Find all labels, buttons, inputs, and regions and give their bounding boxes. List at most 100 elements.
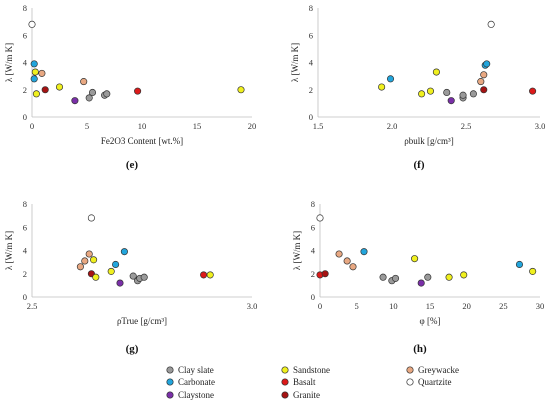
data-point-sandstone [31, 68, 39, 76]
legend-marker-sandstone [281, 366, 289, 374]
data-point-greywacke [38, 69, 46, 77]
x-axis-label: ρTrue [g/cm³] [117, 316, 167, 326]
data-point-carbonate [120, 248, 128, 256]
x-tick-label: 3.0 [247, 301, 258, 311]
chart-panel-1: 0 2 4 6 8 0 5 10 15 20 λ [W/m K] Fe2O3 Content [wt.… [4, 3, 256, 171]
panel-label: (e) [126, 159, 139, 171]
x-tick-label: 0 [30, 121, 34, 131]
x-axis-label: φ [%] [420, 316, 441, 326]
y-tick-label: 4 [309, 58, 314, 68]
x-tick-label: 30 [536, 301, 545, 311]
data-point-greywacke [477, 78, 485, 86]
y-axis-label: λ [W/m K] [292, 231, 302, 270]
data-point-carbonate [30, 60, 38, 68]
y-tick-label: 0 [23, 292, 27, 302]
data-point-carbonate [112, 260, 120, 269]
y-tick-label: 2 [311, 269, 315, 279]
data-point-sandstone [92, 273, 100, 281]
data-point-greywacke [80, 78, 88, 86]
data-point-quartzite [487, 20, 495, 28]
data-point-clay-slate [129, 272, 137, 280]
legend-label-carbonate: Carbonate [178, 377, 215, 387]
x-tick-label: 10 [389, 301, 398, 311]
data-point-sandstone [107, 267, 115, 275]
x-tick-label: 0 [318, 301, 322, 311]
data-point-carbonate [386, 75, 395, 83]
data-point-clay-slate [103, 90, 111, 98]
data-point-sandstone [237, 86, 245, 94]
data-point-claystone [447, 97, 455, 105]
data-point-clay-slate [443, 88, 451, 97]
x-tick-label: 25 [499, 301, 508, 311]
data-point-sandstone [90, 256, 98, 264]
x-tick-label: 5 [85, 121, 89, 131]
chart-panel-3: 0 2 4 6 8 2.5 3.0 λ [W/m K] ρTrue [g/cm³] (g) [4, 199, 257, 355]
chart-panel-4: 0 2 4 6 8 0 5 10 15 20 25 30 λ [W/m K] φ [%] (h) [292, 199, 544, 355]
data-point-sandstone [378, 83, 386, 91]
data-point-clay-slate [85, 94, 93, 102]
data-point-clay-slate [391, 274, 400, 282]
legend-marker-greywacke [406, 366, 414, 374]
data-point-sandstone [426, 87, 435, 95]
data-point-greywacke [76, 263, 84, 271]
y-tick-label: 8 [23, 3, 27, 13]
data-point-carbonate [515, 260, 524, 269]
data-point-greywacke [349, 263, 357, 271]
data-point-granite [480, 86, 488, 94]
x-tick-label: 10 [138, 121, 147, 131]
y-tick-label: 6 [23, 30, 27, 40]
data-point-carbonate [360, 248, 368, 256]
y-tick-label: 4 [23, 58, 28, 68]
y-tick-label: 8 [309, 3, 313, 13]
y-tick-label: 8 [311, 199, 315, 209]
y-tick-label: 6 [23, 222, 27, 232]
data-point-sandstone [432, 68, 440, 76]
y-tick-label: 2 [23, 85, 27, 95]
data-point-claystone [71, 97, 79, 105]
data-point-quartzite [316, 214, 324, 222]
x-tick-label: 2.5 [461, 121, 472, 131]
data-point-greywacke [335, 250, 343, 258]
data-point-greywacke [480, 71, 488, 79]
x-axis-label: Fe2O3 Content [wt.%] [101, 136, 183, 146]
y-tick-label: 6 [311, 222, 315, 232]
panel-label: (h) [413, 343, 427, 355]
data-point-clay-slate [459, 91, 467, 99]
x-tick-label: 5 [355, 301, 359, 311]
data-point-clay-slate [469, 90, 477, 98]
data-point-claystone [417, 279, 425, 287]
y-axis-label: λ [W/m K] [4, 43, 14, 82]
data-point-sandstone [460, 271, 468, 279]
legend-marker-carbonate [166, 378, 174, 386]
data-point-clay-slate [379, 273, 387, 281]
data-point-sandstone [55, 83, 64, 91]
data-point-sandstone [411, 255, 419, 263]
data-point-quartzite [87, 214, 95, 222]
legend-label-greywacke: Greywacke [418, 365, 459, 375]
data-point-carbonate [483, 60, 491, 68]
y-tick-label: 0 [311, 292, 315, 302]
data-point-sandstone [32, 90, 40, 98]
data-point-carbonate [30, 75, 38, 83]
x-tick-label: 15 [426, 301, 435, 311]
data-point-sandstone [529, 267, 537, 275]
data-point-basalt [134, 87, 142, 95]
data-point-clay-slate [140, 273, 148, 281]
data-point-sandstone [445, 273, 453, 281]
y-tick-label: 2 [309, 85, 313, 95]
legend-label-sandstone: Sandstone [293, 365, 330, 375]
legend-label-quartzite: Quartzite [418, 377, 451, 387]
data-point-sandstone [206, 271, 214, 279]
y-axis-label: λ [W/m K] [4, 231, 14, 270]
data-point-sandstone [418, 90, 426, 98]
y-tick-label: 2 [23, 269, 27, 279]
legend-marker-basalt [281, 378, 289, 386]
x-tick-label: 15 [193, 121, 202, 131]
x-tick-label: 20 [248, 121, 257, 131]
panel-label: (f) [414, 159, 425, 171]
x-axis-label: ρbulk [g/cm³] [404, 136, 453, 146]
legend-marker-granite [281, 391, 289, 399]
y-tick-label: 6 [309, 30, 313, 40]
y-tick-label: 0 [23, 112, 27, 122]
